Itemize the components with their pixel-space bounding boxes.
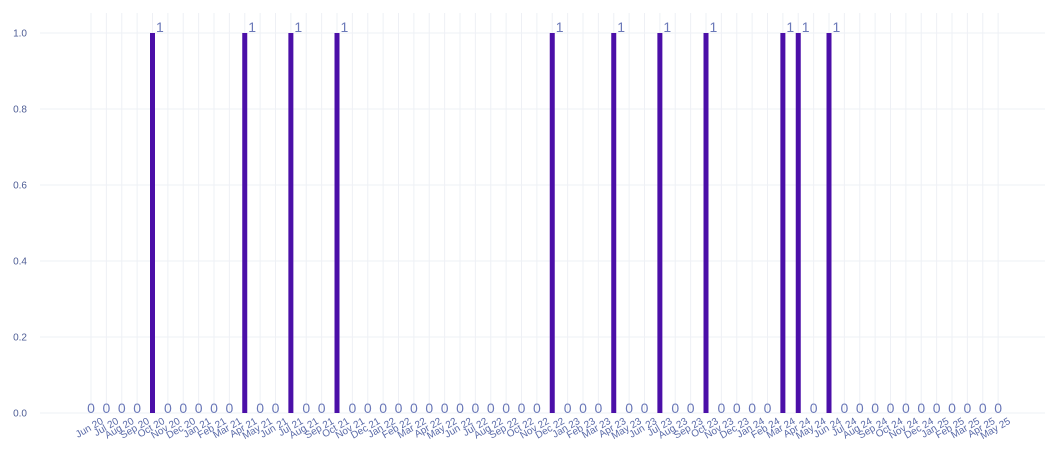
data-label: 1 bbox=[786, 19, 794, 35]
data-label: 0 bbox=[594, 400, 602, 416]
bar[interactable] bbox=[549, 33, 555, 413]
data-label: 0 bbox=[764, 400, 772, 416]
data-label: 0 bbox=[102, 400, 110, 416]
data-label: 0 bbox=[994, 400, 1002, 416]
data-label: 0 bbox=[379, 400, 387, 416]
data-label: 1 bbox=[294, 19, 302, 35]
data-label: 0 bbox=[564, 400, 572, 416]
data-label: 0 bbox=[963, 400, 971, 416]
data-label: 0 bbox=[164, 400, 172, 416]
y-tick-label: 0.2 bbox=[13, 333, 27, 344]
y-tick-label: 1.0 bbox=[13, 29, 27, 40]
data-label: 0 bbox=[179, 400, 187, 416]
data-label: 0 bbox=[671, 400, 679, 416]
data-label: 0 bbox=[256, 400, 264, 416]
data-label: 0 bbox=[302, 400, 310, 416]
data-label: 1 bbox=[248, 19, 256, 35]
data-labels: 0 0 0 010 0 0 0 010 010 010 0 0 0 0 0 0 0 0 0 0 0 010 0 010 010 0… bbox=[87, 19, 1002, 416]
data-label: 1 bbox=[663, 19, 671, 35]
bar[interactable] bbox=[611, 33, 617, 413]
data-label: 0 bbox=[487, 400, 495, 416]
data-label: 0 bbox=[887, 400, 895, 416]
data-label: 0 bbox=[856, 400, 864, 416]
data-label: 0 bbox=[441, 400, 449, 416]
y-axis: 0.0 0.2 0.4 0.6 0.8 1.0 bbox=[13, 29, 27, 420]
y-tick-label: 0.0 bbox=[13, 409, 27, 420]
data-label: 0 bbox=[456, 400, 464, 416]
data-label: 0 bbox=[902, 400, 910, 416]
data-label: 0 bbox=[840, 400, 848, 416]
data-label: 0 bbox=[471, 400, 479, 416]
bar[interactable] bbox=[826, 33, 832, 413]
data-label: 0 bbox=[364, 400, 372, 416]
bar[interactable] bbox=[795, 33, 801, 413]
data-label: 0 bbox=[272, 400, 280, 416]
data-label: 0 bbox=[948, 400, 956, 416]
y-tick-label: 0.8 bbox=[13, 105, 27, 116]
data-label: 1 bbox=[710, 19, 718, 35]
data-label: 0 bbox=[87, 400, 95, 416]
data-label: 1 bbox=[833, 19, 841, 35]
bar[interactable] bbox=[657, 33, 663, 413]
data-label: 0 bbox=[133, 400, 141, 416]
data-label: 0 bbox=[748, 400, 756, 416]
data-label: 1 bbox=[156, 19, 164, 35]
y-tick-label: 0.6 bbox=[13, 181, 27, 192]
data-label: 0 bbox=[318, 400, 326, 416]
data-label: 0 bbox=[641, 400, 649, 416]
bar[interactable] bbox=[242, 33, 248, 413]
data-label: 0 bbox=[717, 400, 725, 416]
bar[interactable] bbox=[288, 33, 294, 413]
data-label: 0 bbox=[195, 400, 203, 416]
data-label: 1 bbox=[802, 19, 810, 35]
data-label: 0 bbox=[579, 400, 587, 416]
bar[interactable] bbox=[780, 33, 786, 413]
data-label: 0 bbox=[425, 400, 433, 416]
data-label: 0 bbox=[533, 400, 541, 416]
data-label: 0 bbox=[118, 400, 126, 416]
data-label: 0 bbox=[348, 400, 356, 416]
data-label: 1 bbox=[341, 19, 349, 35]
data-label: 0 bbox=[687, 400, 695, 416]
data-label: 0 bbox=[810, 400, 818, 416]
data-label: 0 bbox=[625, 400, 633, 416]
bar[interactable] bbox=[150, 33, 155, 413]
bar[interactable] bbox=[703, 33, 709, 413]
data-label: 0 bbox=[502, 400, 510, 416]
data-label: 1 bbox=[556, 19, 564, 35]
bars bbox=[150, 33, 832, 413]
y-tick-label: 0.4 bbox=[13, 257, 27, 268]
data-label: 0 bbox=[871, 400, 879, 416]
data-label: 0 bbox=[395, 400, 403, 416]
bar[interactable] bbox=[334, 33, 340, 413]
data-label: 0 bbox=[979, 400, 987, 416]
grid bbox=[40, 13, 1045, 414]
data-label: 0 bbox=[518, 400, 526, 416]
data-label: 0 bbox=[933, 400, 941, 416]
data-label: 1 bbox=[617, 19, 625, 35]
data-label: 0 bbox=[225, 400, 233, 416]
data-label: 0 bbox=[210, 400, 218, 416]
data-label: 0 bbox=[917, 400, 925, 416]
data-label: 0 bbox=[410, 400, 418, 416]
data-label: 0 bbox=[733, 400, 741, 416]
